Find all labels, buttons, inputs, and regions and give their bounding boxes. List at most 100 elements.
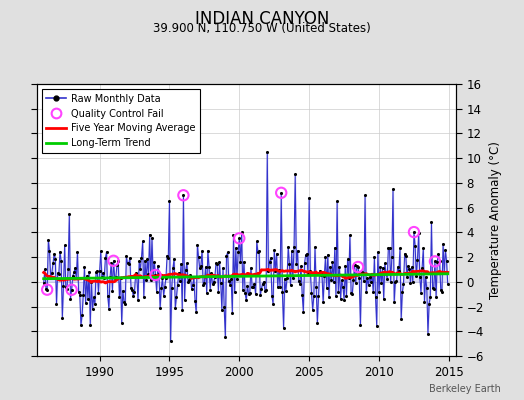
Point: [238, 286, 247, 293]
Point: [256, 292, 265, 298]
Point: [126, 255, 134, 261]
Point: [155, 271, 163, 278]
Point: [288, 248, 296, 254]
Point: [242, 297, 250, 304]
Point: [426, 294, 434, 300]
Point: [135, 258, 144, 265]
Point: [210, 279, 218, 285]
Point: [101, 255, 110, 261]
Point: [70, 269, 78, 276]
Point: [173, 282, 182, 288]
Point: [320, 273, 329, 279]
Point: [213, 261, 221, 267]
Point: [160, 284, 169, 290]
Point: [289, 275, 297, 282]
Point: [359, 278, 368, 284]
Point: [382, 270, 390, 276]
Point: [164, 254, 172, 261]
Point: [235, 235, 244, 242]
Point: [280, 276, 289, 282]
Point: [403, 273, 411, 280]
Point: [375, 288, 383, 295]
Point: [349, 277, 357, 284]
Point: [254, 249, 262, 255]
Point: [441, 247, 450, 254]
Point: [421, 274, 430, 280]
Point: [65, 211, 73, 217]
Point: [147, 276, 155, 283]
Point: [196, 263, 205, 269]
Point: [366, 274, 374, 280]
Point: [200, 280, 209, 286]
Point: [394, 264, 402, 270]
Point: [179, 192, 188, 198]
Point: [198, 248, 206, 254]
Point: [174, 270, 183, 276]
Point: [306, 268, 314, 274]
Point: [395, 268, 403, 274]
Point: [325, 294, 333, 300]
Point: [271, 268, 280, 274]
Point: [86, 322, 94, 328]
Point: [165, 198, 173, 205]
Point: [443, 281, 452, 288]
Point: [348, 291, 356, 298]
Point: [300, 260, 309, 266]
Point: [244, 291, 253, 298]
Point: [146, 231, 154, 238]
Point: [419, 245, 428, 252]
Point: [52, 301, 61, 308]
Point: [265, 258, 274, 265]
Point: [412, 273, 420, 280]
Point: [120, 299, 128, 305]
Point: [328, 259, 336, 266]
Point: [286, 282, 294, 289]
Point: [362, 289, 370, 296]
Point: [291, 171, 299, 178]
Point: [311, 244, 319, 250]
Point: [410, 229, 418, 235]
Point: [253, 238, 261, 244]
Point: [314, 293, 323, 300]
Point: [432, 294, 440, 300]
Point: [96, 248, 105, 254]
Point: [133, 273, 141, 280]
Point: [341, 263, 350, 269]
Point: [307, 290, 315, 296]
Point: [151, 272, 160, 278]
Point: [108, 288, 116, 294]
Point: [390, 299, 398, 306]
Point: [358, 270, 367, 276]
Point: [364, 281, 373, 288]
Point: [274, 284, 282, 290]
Point: [327, 277, 335, 283]
Point: [292, 260, 301, 267]
Point: [134, 297, 142, 304]
Point: [384, 245, 392, 251]
Point: [183, 260, 191, 266]
Point: [221, 334, 230, 341]
Point: [148, 234, 156, 241]
Point: [230, 232, 238, 239]
Point: [316, 272, 325, 278]
Point: [60, 242, 69, 249]
Point: [277, 190, 286, 196]
Point: [51, 256, 60, 262]
Point: [115, 294, 124, 300]
Point: [202, 290, 211, 296]
Point: [168, 284, 176, 291]
Point: [217, 306, 226, 313]
Point: [193, 241, 202, 248]
Point: [368, 271, 376, 277]
Point: [73, 248, 82, 255]
Point: [399, 280, 408, 287]
Point: [401, 253, 410, 259]
Point: [114, 258, 123, 264]
Point: [116, 275, 125, 282]
Point: [259, 278, 268, 285]
Point: [232, 245, 240, 251]
Point: [270, 247, 278, 254]
Point: [380, 260, 389, 266]
Point: [231, 288, 239, 295]
Point: [336, 296, 345, 302]
